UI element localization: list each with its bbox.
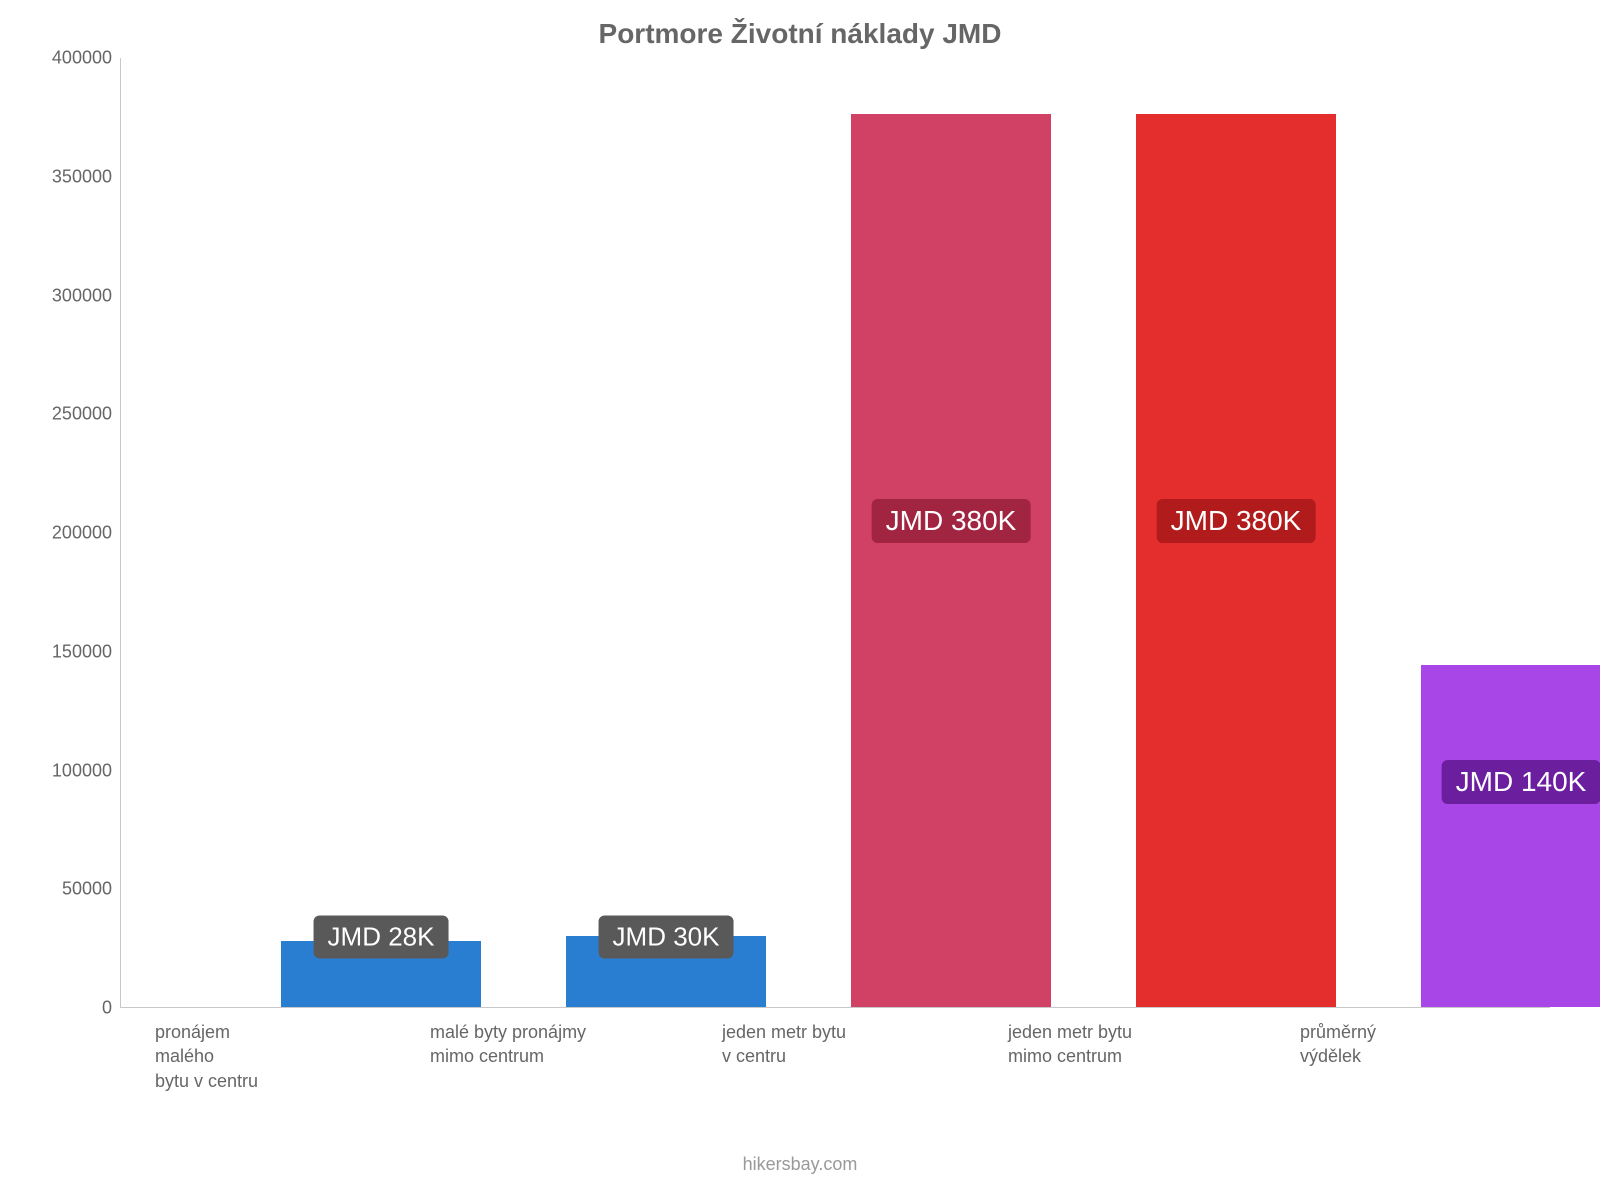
y-tick-label: 250000 <box>52 404 112 425</box>
x-tick-label: jeden metr bytu mimo centrum <box>1008 1020 1132 1069</box>
bar <box>1421 665 1600 1007</box>
bar-value-label: JMD 30K <box>599 915 734 958</box>
x-tick-label: průměrný výdělek <box>1300 1020 1376 1069</box>
y-tick-label: 50000 <box>62 879 112 900</box>
y-tick-label: 400000 <box>52 48 112 69</box>
x-tick-label: malé byty pronájmy mimo centrum <box>430 1020 586 1069</box>
bar-value-label: JMD 28K <box>314 915 449 958</box>
y-tick-label: 0 <box>102 998 112 1019</box>
x-tick-label: pronájem malého bytu v centru <box>155 1020 258 1093</box>
bar-value-label: JMD 140K <box>1442 760 1600 804</box>
y-tick-label: 200000 <box>52 523 112 544</box>
y-tick-label: 350000 <box>52 166 112 187</box>
y-tick-label: 300000 <box>52 285 112 306</box>
plot-area: JMD 28KJMD 30KJMD 380KJMD 380KJMD 140K <box>120 58 1550 1008</box>
bar-value-label: JMD 380K <box>1157 499 1316 543</box>
chart-container: Portmore Životní náklady JMD JMD 28K JMD … <box>0 0 1600 1200</box>
y-tick-label: 100000 <box>52 760 112 781</box>
chart-footer: hikersbay.com <box>0 1154 1600 1175</box>
bar-value-label: JMD 380K <box>872 499 1031 543</box>
chart-title: Portmore Životní náklady JMD <box>0 18 1600 50</box>
y-tick-label: 150000 <box>52 641 112 662</box>
bar <box>1136 114 1336 1007</box>
bar <box>851 114 1051 1007</box>
x-tick-label: jeden metr bytu v centru <box>722 1020 846 1069</box>
